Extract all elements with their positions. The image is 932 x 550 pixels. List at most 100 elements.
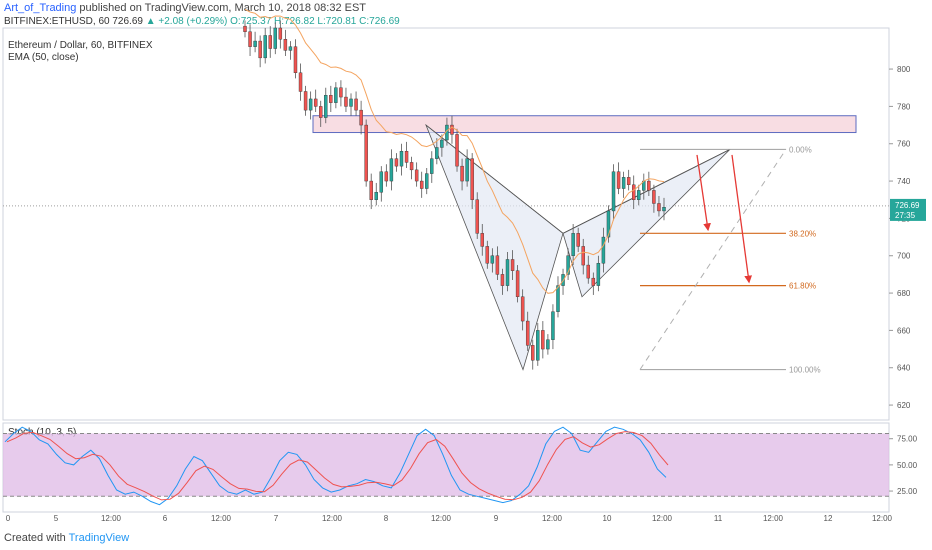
candle-down [450,124,454,135]
time-tick-label: 8 [384,514,389,523]
candle-down [525,320,530,346]
time-tick-label: 12:00 [652,514,673,523]
candle-up [440,139,444,148]
candle-down [359,109,363,126]
candle-down [652,190,656,204]
candle-up [399,150,404,167]
fib-level-label: 61.80% [789,282,816,291]
candle-down [586,264,590,279]
candle-down [520,296,525,322]
candle-up [430,158,434,174]
candle-up [308,98,313,111]
price-tick-label: 640 [897,364,911,373]
candle-down [283,39,288,51]
candle-down [384,171,389,182]
candle-down [344,96,348,107]
candle-down [354,98,358,111]
created-with: Created with [4,532,66,544]
candle-down [480,233,484,247]
candle-up [601,236,606,264]
candle-down [470,158,474,200]
candle-down [258,40,262,59]
candle-down [460,165,464,182]
price-pane-border [2,27,890,421]
time-tick-label: 12:00 [101,514,122,523]
candle-up [571,233,575,256]
candle-up [662,206,666,212]
time-tick-label: 11 [714,514,723,523]
candle-up [611,171,616,212]
ema-line [244,8,665,294]
candle-down [591,277,596,286]
price-tick-label: 760 [897,140,911,149]
candle-up [556,285,560,312]
symbol-name: BITFINEX:ETHUSD, 60 [4,16,110,27]
pattern-leg-xb [425,124,564,234]
candle-up [490,255,495,264]
price-tick-label: 780 [897,102,911,111]
candle-down [657,203,661,212]
candle-down [329,94,333,103]
price-badge-value: 726.69 [895,201,920,210]
candle-up [596,263,601,286]
footer: Created with TradingView [4,532,129,544]
publish-header: Art_of_Trading published on TradingView.… [4,2,366,14]
candle-up [435,147,439,159]
candle-down [414,169,419,182]
candle-down [531,345,535,361]
candle-up [324,94,328,118]
candle-down [243,25,247,32]
resistance-zone [312,115,857,134]
ema-legend: EMA (50, close) [8,52,79,63]
time-tick-label: 5 [54,514,59,523]
candle-down [419,180,424,189]
candle-down [364,124,368,182]
candle-up [349,98,353,107]
candle-down [541,330,545,350]
fib-level-label: 38.20% [789,229,816,238]
time-tick-label: 7 [274,514,279,523]
price-tick-label: 680 [897,289,911,298]
price-change: ▲ +2.08 (+0.29%) [145,16,228,27]
candle-down [581,246,585,266]
price-tick-label: 700 [897,252,911,261]
fib-trend-line [639,149,787,370]
candle-down [576,233,580,247]
time-tick-label: 12:00 [542,514,563,523]
candle-up [566,255,570,275]
candle-down [485,246,490,264]
time-tick-label: 12:00 [211,514,232,523]
author-link[interactable]: Art_of_Trading [4,2,77,14]
candle-down [339,87,343,98]
candle-up [263,35,267,59]
price-tick-label: 800 [897,65,911,74]
candle-down [510,259,515,271]
tradingview-logo[interactable]: TradingView [68,532,130,544]
last-price: 726.69 [112,16,143,27]
candle-up [621,177,626,189]
time-tick-label: 12:00 [763,514,784,523]
candle-down [647,180,651,191]
stoch-tick-label: 75.00 [897,435,918,444]
candle-up [546,339,550,350]
target-arrow-1 [696,154,711,232]
candle-up [637,190,641,200]
stoch-band [3,433,889,497]
candle-up [389,158,394,182]
time-tick-label: 12:00 [872,514,893,523]
time-tick-label: 12:00 [322,514,343,523]
candle-down [248,31,252,47]
candle-down [616,171,621,189]
candle-down [475,199,479,234]
candle-up [606,210,611,238]
candle-down [626,177,631,185]
candle-up [551,311,555,340]
price-badge [890,198,926,221]
price-tick-label: 620 [897,401,911,410]
candle-up [465,158,469,182]
stoch-k-line [4,426,667,506]
pattern-leg-bd [562,148,731,234]
candle-down [268,35,272,49]
stoch-tick-label: 50.00 [897,461,918,470]
